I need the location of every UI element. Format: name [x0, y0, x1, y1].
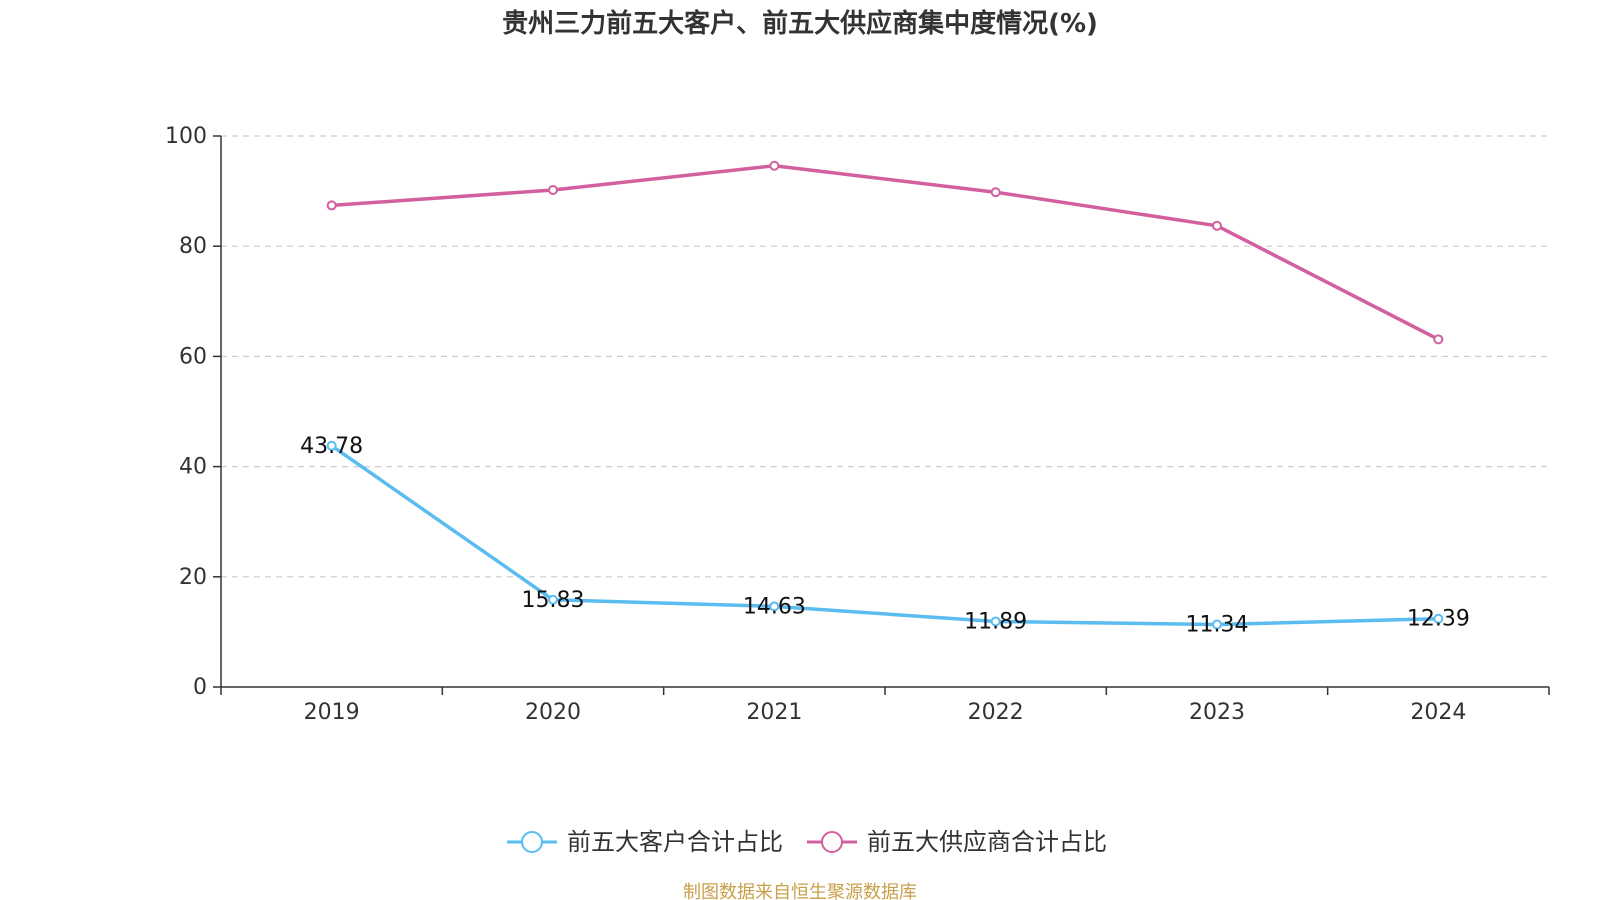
chart-title: 贵州三力前五大客户、前五大供应商集中度情况(%)	[502, 8, 1098, 39]
data-point	[326, 200, 337, 211]
source-note: 制图数据来自恒生聚源数据库	[683, 882, 917, 900]
y-tick-label: 60	[179, 344, 207, 369]
legend-marker-customers	[521, 831, 543, 853]
data-label: 14.63	[743, 594, 806, 619]
legend-item-customers[interactable]: 前五大客户合计占比	[507, 828, 783, 856]
legend-label-customers: 前五大客户合计占比	[567, 828, 783, 856]
y-tick-label: 40	[179, 455, 207, 480]
legend-item-suppliers[interactable]: 前五大供应商合计占比	[807, 828, 1107, 856]
y-tick-label: 80	[179, 234, 207, 259]
x-tick-label: 2024	[1410, 700, 1466, 725]
data-label: 11.34	[1186, 613, 1249, 638]
data-label: 43.78	[300, 434, 363, 459]
data-point	[326, 440, 337, 451]
series-layer	[326, 160, 1444, 630]
data-point	[1212, 619, 1222, 630]
data-point	[548, 184, 558, 195]
legend: 前五大客户合计占比 前五大供应商合计占比	[507, 828, 1107, 856]
legend-label-suppliers: 前五大供应商合计占比	[867, 828, 1107, 856]
data-label: 12.39	[1407, 607, 1470, 632]
data-point	[769, 160, 780, 171]
x-tick-label: 2019	[304, 700, 360, 725]
data-point	[769, 601, 780, 612]
data-point	[1433, 613, 1444, 624]
data-label: 15.83	[522, 588, 585, 613]
x-tick-label: 2021	[746, 700, 802, 725]
x-tick-label: 2020	[525, 700, 581, 725]
data-point	[548, 594, 558, 605]
series-line-0	[330, 444, 1439, 627]
data-point	[1212, 220, 1222, 231]
x-tick-label: 2023	[1189, 700, 1245, 725]
data-point	[1433, 334, 1444, 345]
data-point	[990, 616, 1001, 627]
data-point	[990, 187, 1001, 198]
grid	[221, 135, 1549, 578]
y-tick-label: 100	[165, 124, 207, 149]
x-tick-label: 2022	[968, 700, 1024, 725]
axes: 0 20 40 60 80 100 2019 2020 2021 2022 2023 2024	[165, 124, 1550, 725]
series-line-1	[331, 164, 1440, 341]
y-tick-label: 0	[193, 675, 207, 700]
y-tick-label: 20	[179, 565, 207, 590]
legend-marker-suppliers	[821, 831, 843, 853]
data-label: 11.89	[964, 609, 1027, 634]
data-labels: 43.78 15.83 14.63 11.89 11.34 12.39	[300, 434, 1470, 638]
